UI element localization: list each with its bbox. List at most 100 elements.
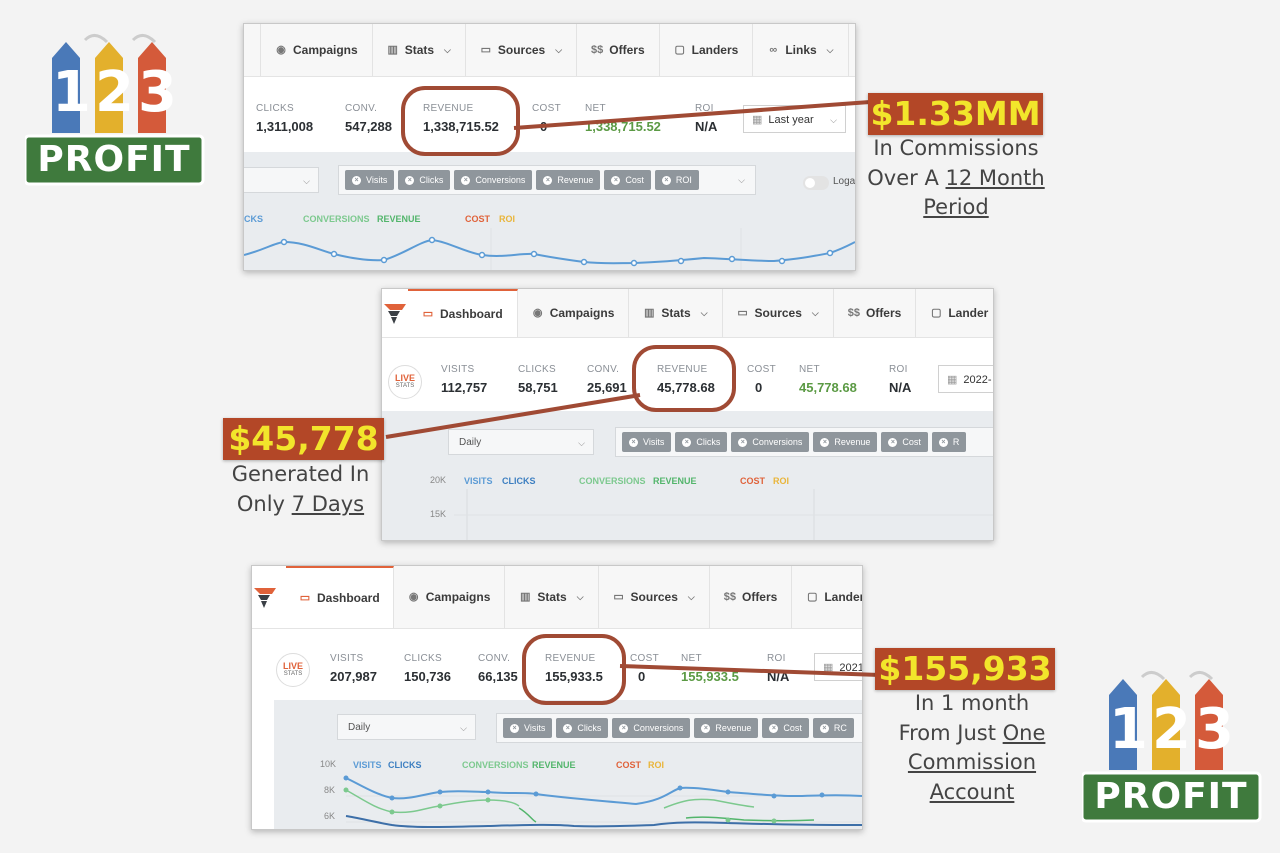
chip-revenue[interactable]: × Revenue: [536, 170, 601, 190]
chip-visits[interactable]: × Visits: [345, 170, 395, 190]
close-icon[interactable]: ×: [738, 437, 748, 447]
legend-visits[interactable]: VISITS: [353, 760, 382, 770]
close-icon[interactable]: ×: [661, 175, 671, 185]
metric-chip-box[interactable]: × Visits × Clicks × Conversions × Revenue × C…: [496, 713, 862, 743]
chip-label: Clicks: [419, 175, 444, 185]
chip-roi[interactable]: × RC: [812, 718, 854, 738]
chip-revenue[interactable]: × Revenue: [694, 718, 759, 738]
chip-visits[interactable]: × Visits: [503, 718, 553, 738]
legend-clicks[interactable]: CKS: [244, 214, 264, 224]
legend-roi[interactable]: ROI: [499, 214, 516, 224]
live-stats-badge[interactable]: LIVE STATS: [388, 365, 422, 399]
legend-clicks[interactable]: CLICKS: [502, 476, 536, 486]
tab-sources[interactable]: ▭ Sources ⌵: [599, 566, 710, 628]
date-range-picker[interactable]: ▦ 2022-: [938, 365, 993, 393]
tab-sources[interactable]: ▭ Sources ⌵: [466, 24, 578, 76]
metric-chip-box[interactable]: × Visits × Clicks × Conversions × Revenue × C…: [338, 165, 756, 195]
legend-cost[interactable]: COST: [740, 476, 766, 486]
chip-cost[interactable]: × Cost: [881, 432, 928, 452]
chip-cost[interactable]: × Cost: [762, 718, 809, 738]
chip-clicks[interactable]: × Clicks: [675, 432, 728, 452]
tab-landers[interactable]: ▢ Landers: [660, 24, 754, 76]
legend-cost[interactable]: COST: [465, 214, 491, 224]
live-stats-badge[interactable]: LIVE STATS: [276, 653, 310, 687]
log-scale-toggle[interactable]: [803, 176, 829, 190]
legend-roi[interactable]: ROI: [773, 476, 790, 486]
tab-landers[interactable]: ▢ Lander: [792, 566, 862, 628]
tab-stats[interactable]: ▥ Stats ⌵: [505, 566, 599, 628]
tab-dashboard[interactable]: ▭ Dashboard: [286, 566, 394, 628]
chip-conversions[interactable]: × Conversions: [612, 718, 691, 738]
close-icon[interactable]: ×: [611, 175, 621, 185]
date-range-picker[interactable]: ▦ 2021: [814, 653, 862, 681]
tab-sources[interactable]: ▭ Sources ⌵: [723, 289, 834, 337]
tab-label: Sources: [754, 306, 802, 320]
legend-conversions[interactable]: CONVERSIONS: [579, 476, 646, 486]
tab-stats[interactable]: ▥ Stats ⌵: [629, 289, 723, 337]
chip-roi[interactable]: × ROI: [654, 170, 699, 190]
y-tick-label: 15K: [430, 509, 447, 519]
chip-roi[interactable]: × R: [931, 432, 967, 452]
chevron-down-icon[interactable]: ⌵: [738, 174, 745, 185]
legend-roi[interactable]: ROI: [648, 760, 665, 770]
close-icon[interactable]: ×: [701, 723, 711, 733]
legend-clicks[interactable]: CLICKS: [388, 760, 422, 770]
close-icon[interactable]: ×: [405, 175, 415, 185]
close-icon[interactable]: ×: [888, 437, 898, 447]
chip-conversions[interactable]: × Conversions: [454, 170, 533, 190]
stats-label: STATS: [395, 383, 415, 389]
stat-label: REVENUE: [423, 103, 474, 114]
close-icon[interactable]: ×: [769, 723, 779, 733]
chip-revenue[interactable]: × Revenue: [813, 432, 878, 452]
tab-label: Offers: [609, 43, 645, 57]
interval-select[interactable]: ⌵: [244, 167, 319, 193]
close-icon[interactable]: ×: [510, 723, 519, 733]
chip-conversions[interactable]: × Conversions: [731, 432, 810, 452]
chip-clicks[interactable]: × Clicks: [398, 170, 451, 190]
page-icon: ▢: [931, 307, 942, 319]
tab-offers[interactable]: $$ Offers: [834, 289, 917, 337]
chip-clicks[interactable]: × Clicks: [556, 718, 609, 738]
metric-chip-box[interactable]: × Visits × Clicks × Conversions × Revenue × C…: [615, 427, 993, 457]
app-logo-icon[interactable]: [252, 566, 286, 628]
tab-dashboard[interactable]: ▭ Dashboard: [408, 289, 518, 337]
app-logo-icon[interactable]: [382, 289, 408, 337]
tab-campaigns[interactable]: ◉ Campaigns: [394, 566, 506, 628]
tab-label: Stats: [404, 43, 435, 57]
legend-cost[interactable]: COST: [616, 760, 642, 770]
tab-offers[interactable]: $$ Offers: [710, 566, 793, 628]
chip-visits[interactable]: × Visits: [622, 432, 672, 452]
legend-revenue[interactable]: REVENUE: [532, 760, 576, 770]
legend-revenue[interactable]: REVENUE: [653, 476, 697, 486]
interval-select[interactable]: Daily ⌵: [448, 429, 594, 455]
tab-landers[interactable]: ▢ Lander: [916, 289, 993, 337]
legend-conversions[interactable]: CONVERSIONS: [462, 760, 529, 770]
tab-stats[interactable]: ▥ Stats ⌵: [373, 24, 466, 76]
legend-revenue[interactable]: REVENUE: [377, 214, 421, 224]
stat-label: ROI: [695, 103, 714, 114]
stat-value: 25,691: [587, 380, 627, 395]
close-icon[interactable]: ×: [682, 437, 692, 447]
chip-label: Cost: [783, 723, 802, 733]
tab-campaigns[interactable]: ◉ Campaigns: [518, 289, 630, 337]
close-icon[interactable]: ×: [629, 437, 638, 447]
tab-offers[interactable]: $$ Offers: [577, 24, 660, 76]
tab-links[interactable]: ∞ Links ⌵: [753, 24, 849, 76]
close-icon[interactable]: ×: [352, 175, 361, 185]
close-icon[interactable]: ×: [819, 723, 829, 733]
filter-bar: ⌵ × Visits × Clicks × Conversions × Revenue …: [244, 152, 855, 270]
tab-campaigns[interactable]: ◉ Campaigns: [261, 24, 373, 76]
interval-select[interactable]: Daily ⌵: [337, 714, 476, 740]
close-icon[interactable]: ×: [543, 175, 553, 185]
series-point: [580, 258, 588, 266]
close-icon[interactable]: ×: [938, 437, 948, 447]
close-icon[interactable]: ×: [563, 723, 573, 733]
close-icon[interactable]: ×: [461, 175, 471, 185]
close-icon[interactable]: ×: [619, 723, 629, 733]
close-icon[interactable]: ×: [820, 437, 830, 447]
page-icon: ▢: [807, 591, 818, 603]
chip-cost[interactable]: × Cost: [604, 170, 651, 190]
legend-visits[interactable]: VISITS: [464, 476, 493, 486]
legend-conversions[interactable]: CONVERSIONS: [303, 214, 370, 224]
monitor-icon: ▭: [422, 308, 434, 320]
